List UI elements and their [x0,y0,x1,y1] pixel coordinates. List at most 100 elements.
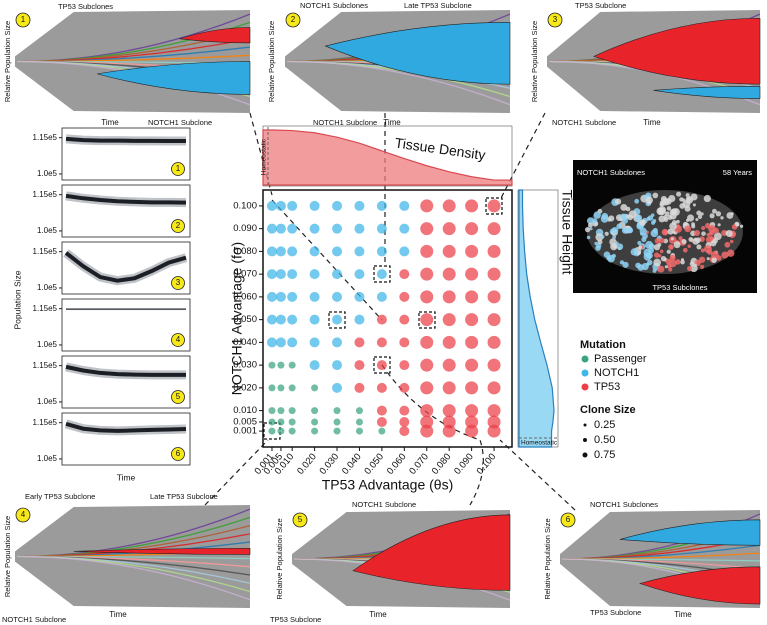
scatter-point [332,246,343,257]
muller-subclone [324,22,511,85]
inset-particle [620,203,628,211]
inset-particle [693,263,697,267]
density-area [262,129,513,186]
scatter-point [266,200,277,211]
scatter-point [266,314,277,325]
x-tick-label: 0.060 [385,451,409,476]
inset-particle [682,247,688,253]
leader [204,439,269,506]
scatter-point [332,360,343,371]
subclone-annotation: Late TP53 Subclone [404,1,472,10]
scatter-point [420,267,434,281]
scatter-point [287,314,298,325]
subclone-annotation: NOTCH1 Subclone [313,118,377,127]
inset-particle [619,260,625,265]
x-axis-label: Time [369,610,387,619]
inset-particle [695,237,701,243]
inset-particle [696,244,702,250]
inset-particle [592,218,598,224]
scatter-point [487,404,501,418]
scatter-point [266,337,277,348]
height-title: Tissue Height [559,189,575,274]
panel-number-badge [171,333,185,347]
scatter-point [332,223,343,234]
population-line [65,364,186,377]
scatter-point [268,361,276,369]
scatter-point [465,381,479,395]
scatter-point [333,418,341,426]
panel-number-badge [292,512,308,528]
y-tick-label: 0.001 [233,426,257,437]
scatter-point [399,360,410,371]
inset-particle [612,235,617,239]
inset-particle [666,249,671,254]
inset-particle [708,232,712,236]
inset-particle [595,245,601,251]
y-tick-label: 0.070 [233,269,257,280]
inset-particle [668,267,673,272]
scatter-point [309,269,320,280]
scatter-point [309,360,320,371]
inset-particle [684,225,692,233]
scatter-point [420,244,434,258]
size-label: 0.50 [594,434,615,446]
inset-particle [669,254,676,261]
muller-plot [285,10,511,113]
muller-plot [547,10,761,113]
scatter-point [420,415,434,429]
inset-particle [584,227,591,233]
scatter-point [399,405,410,416]
y-axis-label: Relative Population Size [530,21,539,102]
scatter-point [399,291,410,302]
y-tick-label: 0.100 [233,200,257,211]
inset-particle [659,202,664,207]
scatter-point [376,416,387,427]
inset-particle [681,239,687,245]
size-label: 0.75 [594,449,615,461]
size-legend-title: Clone Size [580,404,636,416]
scatter-point [487,290,501,304]
inset-particle [735,222,740,227]
scatter-point [268,407,276,415]
x-axis-label: Time [643,118,661,127]
scatter-point [376,200,387,211]
scatter-point [309,200,320,211]
population-line [65,136,186,144]
y-tick-label: 1.15e5 [33,190,58,199]
scatter-point [354,337,365,348]
inset-particle [729,239,734,244]
legend-label: NOTCH1 [594,367,639,379]
scatter-point [266,291,277,302]
inset-particle [658,215,666,223]
y-axis-label: Relative Population Size [3,516,12,597]
size-swatch [582,452,588,458]
scatter-point [332,382,343,393]
inset-particle [637,240,642,246]
scatter-point [442,199,456,213]
inset-particle [657,242,662,247]
inset-particle [700,248,705,253]
y-tick-label: 1.15e5 [33,133,58,142]
subclone-annotation: NOTCH1 Subclones [590,500,658,509]
scatter-point [354,269,365,280]
panel-number: 5 [176,392,181,401]
inset-particle [696,210,702,216]
inset-particle [675,259,681,265]
inset-particle [652,268,657,273]
inset-particle [603,251,611,258]
legend-label: TP53 [594,381,620,393]
scatter-point [376,314,387,325]
subclone-annotation: Late TP53 Subclone [150,492,218,501]
scatter-point [376,269,387,280]
subclone-annotation: TP53 Subclone [590,608,641,617]
inset-particle [688,237,694,242]
scatter-point [268,427,276,435]
scatter-point [288,418,296,426]
inset-particle [720,216,724,220]
scatter-point [376,291,387,302]
panel-frame [61,298,191,352]
scatter-point [333,407,341,415]
muller-subclone [179,27,251,44]
panel-number-badge [171,276,185,290]
panel-number: 1 [21,15,26,24]
